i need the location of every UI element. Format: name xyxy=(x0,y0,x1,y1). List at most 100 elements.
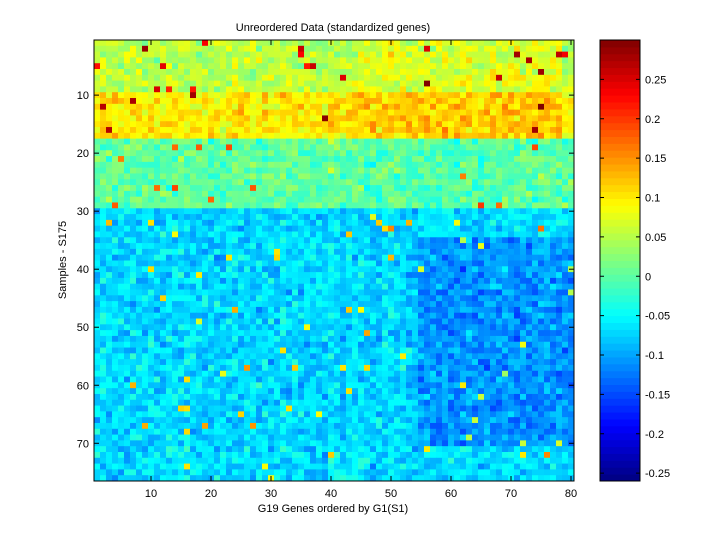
heatmap-cell xyxy=(340,254,347,261)
heatmap-cell xyxy=(220,150,227,157)
heatmap-cell xyxy=(394,208,401,215)
heatmap-cell xyxy=(532,231,539,238)
heatmap-cell xyxy=(352,318,359,325)
heatmap-cell xyxy=(322,254,329,261)
heatmap-cell xyxy=(460,306,467,314)
heatmap-cell xyxy=(286,341,293,348)
heatmap-cell xyxy=(484,330,491,337)
heatmap-cell xyxy=(412,69,419,76)
heatmap-cell xyxy=(364,353,371,360)
heatmap-cell xyxy=(118,347,125,354)
heatmap-cell xyxy=(556,86,563,93)
heatmap-cell xyxy=(196,295,203,302)
heatmap-cell xyxy=(550,121,557,128)
heatmap-cell xyxy=(106,347,113,354)
heatmap-cell xyxy=(376,237,383,244)
heatmap-cell xyxy=(274,51,281,58)
heatmap-cell xyxy=(340,376,347,383)
heatmap-cell xyxy=(466,74,473,82)
heatmap-cell xyxy=(364,347,371,354)
heatmap-cell xyxy=(202,74,209,82)
heatmap-cell xyxy=(274,266,281,273)
heatmap-cell xyxy=(118,318,125,325)
heatmap-cell xyxy=(562,190,569,198)
heatmap-cell xyxy=(256,80,263,87)
heatmap-cell xyxy=(232,132,239,140)
heatmap-cell xyxy=(304,243,311,250)
heatmap-cell xyxy=(568,306,575,314)
heatmap-cell xyxy=(298,121,305,128)
heatmap-cell xyxy=(334,92,341,99)
heatmap-cell xyxy=(364,214,371,221)
heatmap-cell xyxy=(442,86,449,93)
heatmap-cell xyxy=(406,144,413,151)
heatmap-cell xyxy=(124,370,131,377)
heatmap-cell xyxy=(148,45,155,52)
heatmap-cell xyxy=(298,185,305,192)
heatmap-cell xyxy=(538,138,545,145)
heatmap-cell xyxy=(406,254,413,261)
heatmap-cell xyxy=(310,295,317,302)
heatmap-cell xyxy=(418,248,425,256)
heatmap-cell xyxy=(238,225,245,232)
heatmap-cell xyxy=(250,127,257,134)
heatmap-cell xyxy=(496,202,503,209)
heatmap-cell xyxy=(502,132,509,140)
heatmap-cell xyxy=(112,173,119,180)
heatmap-cell xyxy=(244,295,251,302)
heatmap-cell xyxy=(136,109,143,116)
heatmap-cell xyxy=(448,74,455,82)
heatmap-cell xyxy=(118,353,125,360)
heatmap-cell xyxy=(130,132,137,140)
heatmap-cell xyxy=(508,103,515,111)
heatmap-cell xyxy=(382,132,389,140)
heatmap-cell xyxy=(106,80,113,87)
heatmap-cell xyxy=(220,63,227,70)
heatmap-cell xyxy=(520,283,527,290)
heatmap-cell xyxy=(106,376,113,383)
heatmap-cell xyxy=(448,156,455,163)
heatmap-cell xyxy=(556,63,563,70)
heatmap-cell xyxy=(544,63,551,70)
heatmap-cell xyxy=(304,150,311,157)
heatmap-cell xyxy=(184,86,191,93)
heatmap-cell xyxy=(562,173,569,180)
heatmap-cell xyxy=(94,370,101,377)
heatmap-cell xyxy=(490,185,497,192)
heatmap-cell xyxy=(196,103,203,111)
heatmap-cell xyxy=(346,150,353,157)
heatmap-cell xyxy=(118,57,125,64)
heatmap-cell xyxy=(130,399,137,406)
heatmap-cell xyxy=(358,231,365,238)
heatmap-cell xyxy=(430,161,437,169)
heatmap-cell xyxy=(148,208,155,215)
heatmap-cell xyxy=(256,382,263,389)
heatmap-cell xyxy=(424,161,431,169)
heatmap-cell xyxy=(262,127,269,134)
heatmap-cell xyxy=(508,382,515,389)
heatmap-cell xyxy=(358,57,365,64)
heatmap-cell xyxy=(178,364,185,372)
heatmap-cell xyxy=(544,312,551,319)
heatmap-cell xyxy=(244,98,251,105)
heatmap-cell xyxy=(526,156,533,163)
heatmap-cell xyxy=(226,127,233,134)
heatmap-cell xyxy=(424,248,431,256)
heatmap-cell xyxy=(142,150,149,157)
heatmap-cell xyxy=(124,248,131,256)
heatmap-cell xyxy=(484,272,491,279)
heatmap-cell xyxy=(130,179,137,186)
heatmap-cell xyxy=(466,295,473,302)
heatmap-cell xyxy=(340,167,347,174)
heatmap-cell xyxy=(196,109,203,116)
heatmap-cell xyxy=(418,80,425,87)
heatmap-cell xyxy=(490,225,497,232)
heatmap-cell xyxy=(142,74,149,82)
heatmap-cell xyxy=(220,277,227,285)
heatmap-cell xyxy=(304,376,311,383)
heatmap-cell xyxy=(220,185,227,192)
heatmap-cell xyxy=(118,399,125,406)
heatmap-cell xyxy=(346,45,353,52)
heatmap-cell xyxy=(220,272,227,279)
heatmap-cell xyxy=(448,364,455,372)
